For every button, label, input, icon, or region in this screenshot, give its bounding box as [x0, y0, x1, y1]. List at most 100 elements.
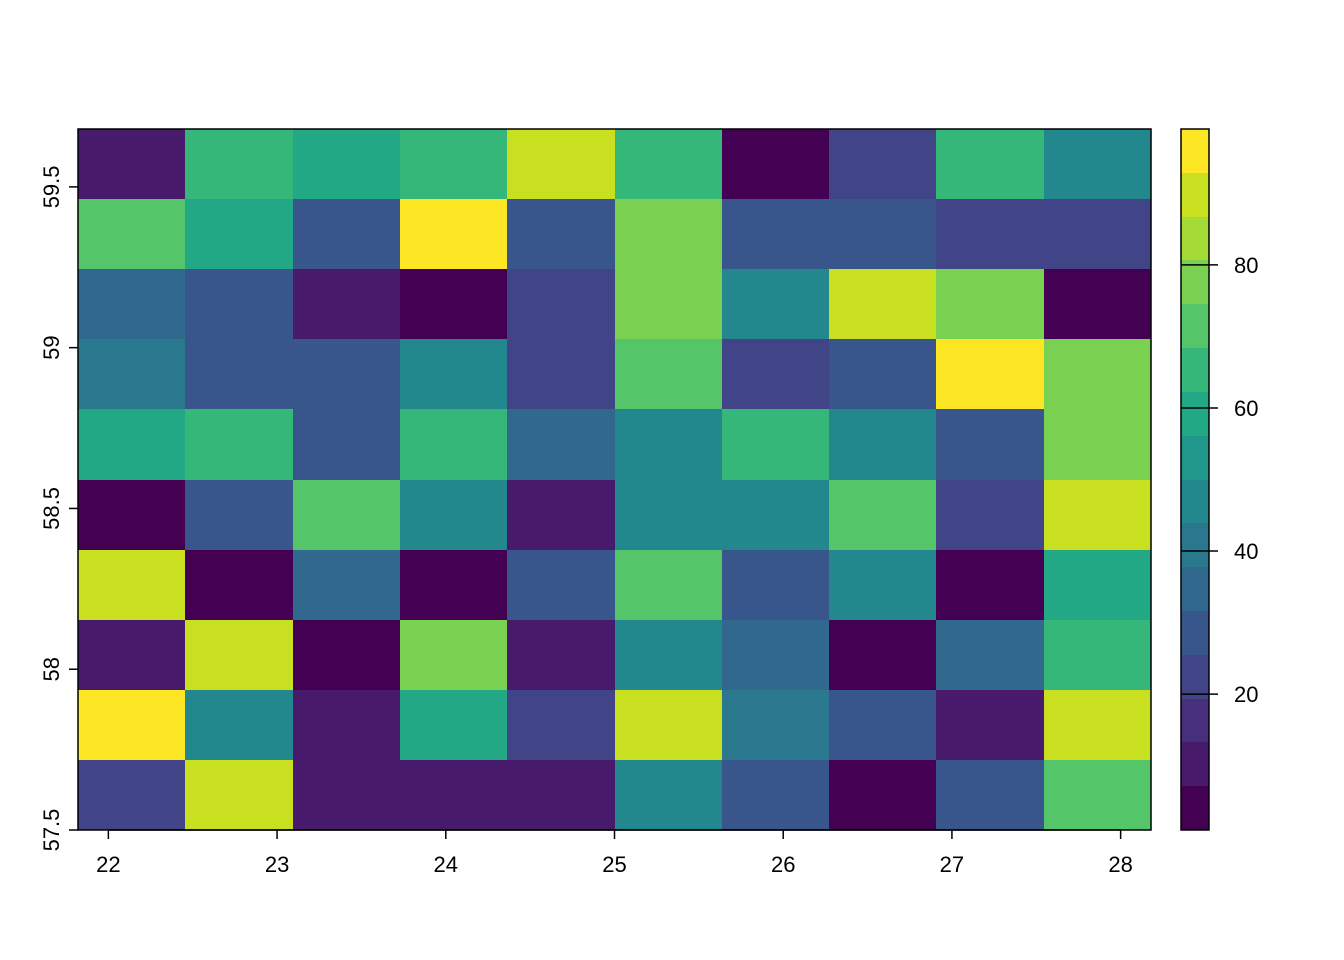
colorbar-tick-label: 60: [1234, 396, 1258, 421]
colorbar-swatch: [1181, 392, 1209, 436]
heatmap-cell: [507, 620, 615, 690]
heatmap-cell: [507, 129, 615, 199]
heatmap-cell: [615, 760, 722, 830]
colorbar-swatch: [1181, 260, 1209, 304]
heatmap-cell: [615, 269, 722, 339]
heatmap-cell: [400, 409, 507, 480]
heatmap-cell: [615, 129, 722, 199]
heatmap-cell: [507, 550, 615, 620]
heatmap-cell: [185, 480, 293, 550]
x-tick-label: 25: [602, 852, 626, 877]
heatmap-cell: [829, 690, 936, 760]
heatmap-cell: [722, 339, 829, 409]
heatmap-cell: [400, 269, 507, 339]
heatmap-cell: [722, 690, 829, 760]
heatmap-cell: [293, 199, 400, 269]
heatmap-cell: [615, 409, 722, 480]
heatmap-cell: [78, 269, 185, 339]
heatmap-cell: [185, 199, 293, 269]
heatmap-cell: [185, 129, 293, 199]
heatmap-cell: [185, 760, 293, 830]
heatmap-cell: [722, 129, 829, 199]
heatmap-cell: [185, 269, 293, 339]
heatmap-cell: [1044, 269, 1151, 339]
heatmap-cell: [293, 339, 400, 409]
heatmap-cell: [1044, 480, 1151, 550]
colorbar-swatch: [1181, 742, 1209, 786]
heatmap-cells: [78, 129, 1151, 830]
heatmap-cell: [507, 480, 615, 550]
heatmap-cell: [1044, 620, 1151, 690]
x-tick-label: 28: [1108, 852, 1132, 877]
heatmap-cell: [78, 620, 185, 690]
colorbar-frame: [1180, 128, 1210, 831]
heatmap-cell: [615, 480, 722, 550]
heatmap-cell: [400, 339, 507, 409]
heatmap-cell: [78, 480, 185, 550]
heatmap-cell: [829, 409, 936, 480]
colorbar-legend: 20 40 60 80: [1180, 128, 1258, 831]
heatmap-cell: [78, 129, 185, 199]
heatmap-cell: [78, 550, 185, 620]
heatmap-cell: [1044, 199, 1151, 269]
heatmap-cell: [722, 480, 829, 550]
colorbar-swatch: [1181, 655, 1209, 699]
heatmap-cell: [829, 550, 936, 620]
heatmap-cell: [936, 690, 1044, 760]
heatmap-cell: [400, 480, 507, 550]
colorbar-tick-label: 80: [1234, 253, 1258, 278]
colorbar-swatch: [1181, 129, 1209, 173]
heatmap-cell: [1044, 129, 1151, 199]
heatmap-cell: [1044, 550, 1151, 620]
heatmap-cell: [722, 550, 829, 620]
heatmap-cell: [615, 550, 722, 620]
heatmap-cell: [936, 480, 1044, 550]
heatmap-cell: [722, 269, 829, 339]
heatmap-cell: [400, 129, 507, 199]
colorbar-swatch: [1181, 480, 1209, 523]
heatmap-cell: [936, 199, 1044, 269]
heatmap-cell: [1044, 690, 1151, 760]
y-tick-label: 59.5: [39, 165, 64, 208]
heatmap-cell: [829, 339, 936, 409]
heatmap-cell: [293, 690, 400, 760]
colorbar-swatch: [1181, 304, 1209, 348]
colorbar-tick-label: 40: [1234, 539, 1258, 564]
heatmap-cell: [400, 760, 507, 830]
heatmap-cell: [78, 199, 185, 269]
heatmap-cell: [185, 339, 293, 409]
heatmap-cell: [615, 620, 722, 690]
heatmap-cell: [293, 480, 400, 550]
colorbar-swatch: [1181, 699, 1209, 742]
heatmap-cell: [829, 760, 936, 830]
heatmap-cell: [936, 129, 1044, 199]
heatmap-cell: [722, 620, 829, 690]
colorbar-swatch: [1181, 436, 1209, 480]
heatmap-cell: [507, 690, 615, 760]
heatmap-cell: [78, 339, 185, 409]
colorbar-swatch: [1181, 348, 1209, 392]
colorbar-tick-label: 20: [1234, 682, 1258, 707]
heatmap-cell: [936, 409, 1044, 480]
colorbar-swatch: [1181, 173, 1209, 217]
heatmap-cell: [1044, 339, 1151, 409]
heatmap-cell: [936, 760, 1044, 830]
x-tick-label: 27: [940, 852, 964, 877]
heatmap-cell: [185, 620, 293, 690]
heatmap-cell: [507, 409, 615, 480]
heatmap-cell: [722, 760, 829, 830]
heatmap-cell: [293, 760, 400, 830]
y-tick-label: 59: [39, 335, 64, 359]
heatmap-cell: [400, 199, 507, 269]
heatmap-cell: [400, 690, 507, 760]
colorbar-swatch: [1181, 523, 1209, 567]
heatmap-cell: [185, 690, 293, 760]
heatmap-cell: [507, 339, 615, 409]
heatmap-cell: [1044, 760, 1151, 830]
y-tick-label: 57.5: [39, 809, 64, 852]
colorbar-swatch: [1181, 786, 1209, 830]
x-tick-label: 24: [434, 852, 458, 877]
heatmap-cell: [829, 480, 936, 550]
colorbar-swatch: [1181, 217, 1209, 260]
